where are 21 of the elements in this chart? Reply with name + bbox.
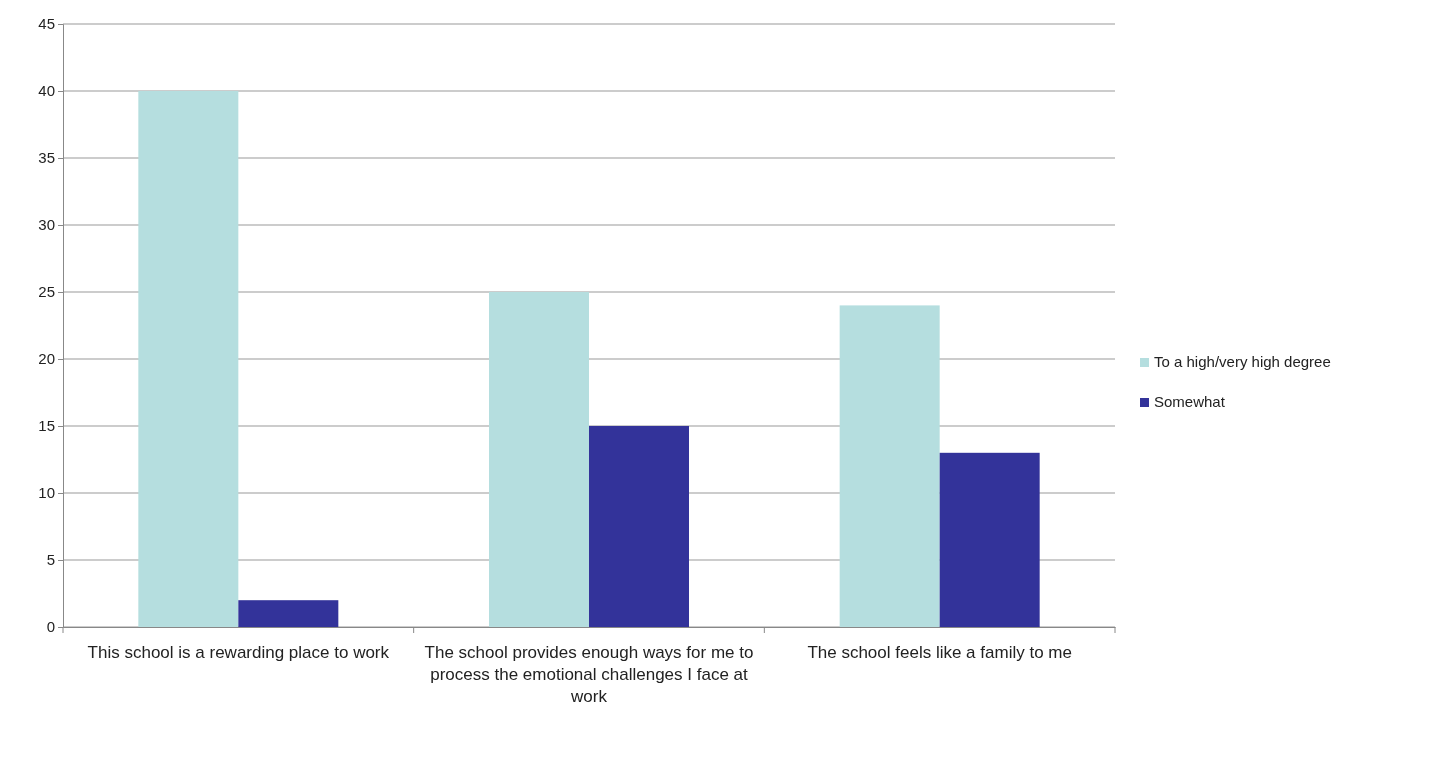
x-tick-label: The school provides enough ways for me to process the emotional challenges I face at work (424, 643, 754, 706)
bar (939, 452, 1040, 627)
y-tick-label: 0 (46, 618, 55, 636)
y-tick-label: 40 (38, 82, 55, 100)
bar (589, 426, 689, 627)
legend-label: To a high/very high degree (1154, 353, 1331, 370)
bar (238, 600, 339, 627)
y-tick-label: 35 (38, 149, 55, 167)
x-tick-label: This school is a rewarding place to work (87, 643, 390, 662)
x-tick-label: The school feels like a family to me (807, 643, 1072, 662)
y-tick-label: 20 (38, 350, 55, 368)
y-tick-label: 25 (38, 283, 55, 301)
legend-label: Somewhat (1154, 393, 1226, 410)
y-tick-label: 30 (38, 216, 55, 234)
bar (489, 292, 589, 627)
y-tick-label: 5 (46, 551, 55, 569)
y-tick-label: 15 (38, 417, 55, 435)
bar (138, 91, 239, 627)
bar (839, 305, 940, 627)
y-tick-label: 10 (38, 484, 55, 502)
y-tick-label: 45 (38, 15, 55, 33)
